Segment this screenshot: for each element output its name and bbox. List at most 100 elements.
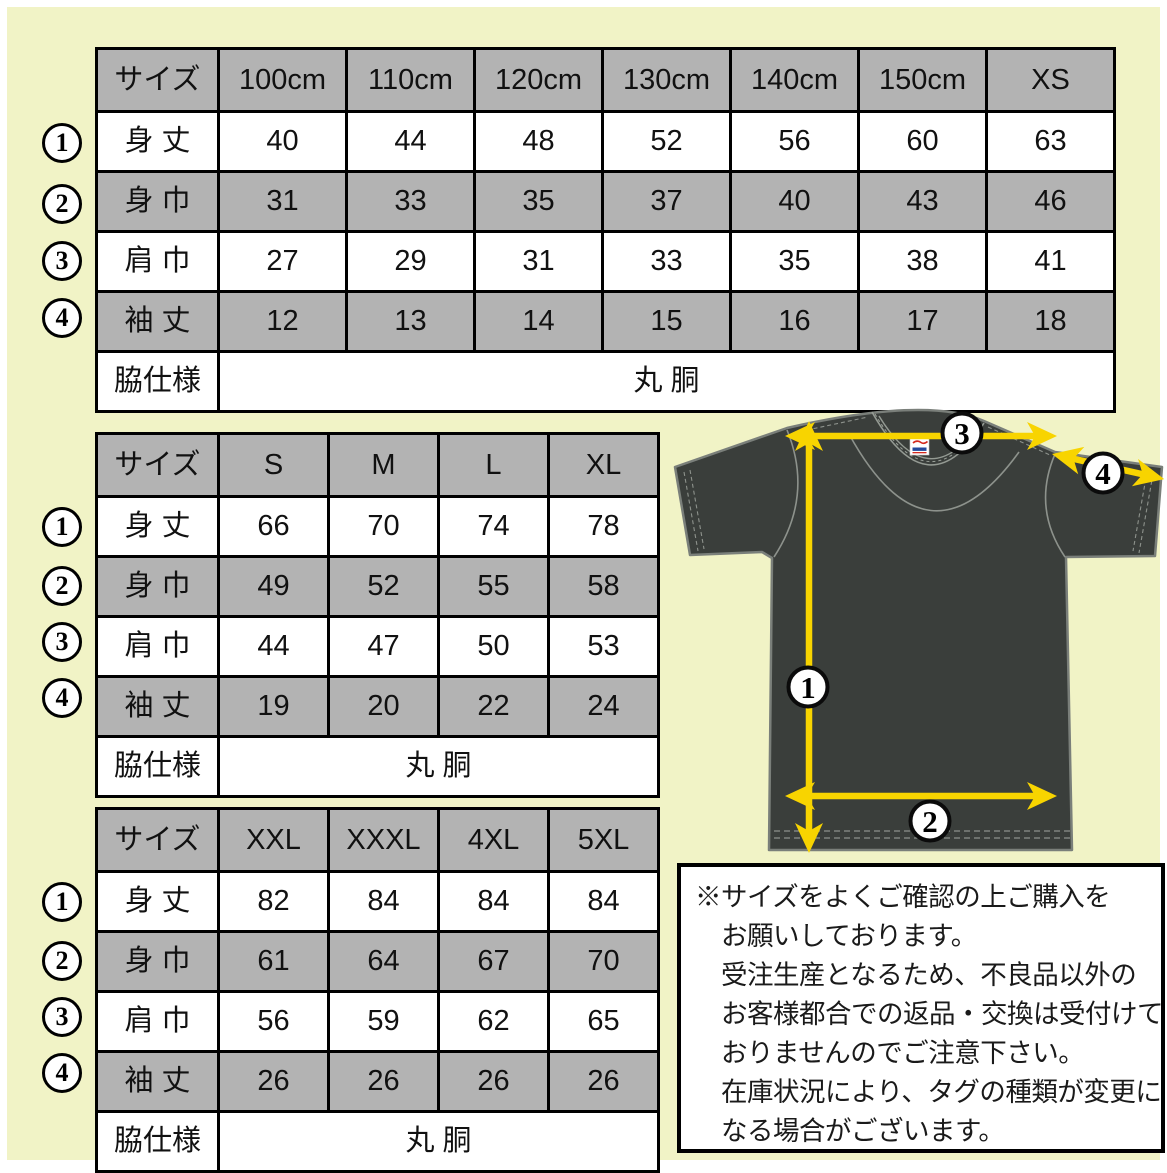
table-row-身巾: 身 巾 49 52 55 58 xyxy=(95,555,660,618)
row-marker-circle-1: 1 xyxy=(42,123,82,163)
measurement-value: 62 xyxy=(437,990,550,1053)
measurement-value: 70 xyxy=(547,930,660,993)
measurement-value: 31 xyxy=(473,230,604,293)
measurement-value: 61 xyxy=(217,930,330,993)
row-label: 袖 丈 xyxy=(95,1050,220,1113)
footer-value: 丸 胴 xyxy=(217,350,1116,413)
diagram-label-2: 2 xyxy=(908,799,952,843)
measurement-value: 35 xyxy=(473,170,604,233)
measurement-value: 12 xyxy=(217,290,348,353)
measurement-value: 13 xyxy=(345,290,476,353)
measurement-value: 22 xyxy=(437,675,550,738)
size-table-s-xl: サイズ S M L XL 身 丈 66 70 74 78 身 巾 49 52 55 58 肩 巾 44 47 50 5… xyxy=(95,432,660,798)
row-marker-circle-3: 3 xyxy=(42,997,82,1037)
table-row-身丈: 身 丈 66 70 74 78 xyxy=(95,495,660,558)
row-marker-circle-1: 1 xyxy=(42,881,82,922)
row-label: 身 巾 xyxy=(95,170,220,233)
measurement-value: 84 xyxy=(547,870,660,933)
row-marker-circle-2: 2 xyxy=(42,566,82,606)
size-table-xxl-5xl: サイズ XXL XXXL 4XL 5XL 身 丈 82 84 84 84 身 巾 61 64 67 70 肩 … xyxy=(95,807,660,1173)
measurement-value: 14 xyxy=(473,290,604,353)
table-row-袖丈: 袖 丈 26 26 26 26 xyxy=(95,1050,660,1113)
measurement-value: 64 xyxy=(327,930,440,993)
measurement-value: 67 xyxy=(437,930,550,993)
column-header-L: L xyxy=(437,432,550,498)
row-label: 袖 丈 xyxy=(95,290,220,353)
measurement-value: 43 xyxy=(857,170,988,233)
row-label: 身 丈 xyxy=(95,110,220,173)
table-row-身丈: 身 丈 82 84 84 84 xyxy=(95,870,660,933)
diagram-label-1: 1 xyxy=(786,665,830,709)
measurement-value: 33 xyxy=(345,170,476,233)
row-label: 肩 巾 xyxy=(95,615,220,678)
svg-text:4: 4 xyxy=(1095,456,1111,491)
measurement-value: 18 xyxy=(985,290,1116,353)
measurement-value: 38 xyxy=(857,230,988,293)
table-row-身丈: 身 丈 40 44 48 52 56 60 63 xyxy=(95,110,1116,173)
column-header-100cm: 100cm xyxy=(217,47,348,113)
row-label: 身 丈 xyxy=(95,495,220,558)
measurement-value: 27 xyxy=(217,230,348,293)
note-line-6: 在庫状況により、タグの種類が変更に xyxy=(721,1077,1162,1107)
row-marker-circle-4: 4 xyxy=(42,297,82,338)
measurement-value: 31 xyxy=(217,170,348,233)
measurement-value: 26 xyxy=(437,1050,550,1113)
note-line-4: お客様都合での返品・交換は受付けて xyxy=(721,999,1164,1029)
page-background: サイズ 100cm 110cm 120cm 130cm 140cm 150cm XS 身 丈 40… xyxy=(7,7,1165,1173)
table-row-wakishiyo: 脇仕様丸 胴 xyxy=(95,735,660,798)
measurement-value: 26 xyxy=(217,1050,330,1113)
svg-text:3: 3 xyxy=(954,416,970,451)
table-row-肩巾: 肩 巾 56 59 62 65 xyxy=(95,990,660,1053)
purchase-notes-box: ※サイズをよくご確認の上ご購入をお願いしております。受注生産となるため、不良品以… xyxy=(677,863,1165,1153)
measurement-value: 55 xyxy=(437,555,550,618)
row-label: 身 巾 xyxy=(95,930,220,993)
measurement-value: 84 xyxy=(327,870,440,933)
footer-value: 丸 胴 xyxy=(217,1110,660,1173)
measurement-value: 44 xyxy=(217,615,330,678)
column-header-M: M xyxy=(327,432,440,498)
column-header-5XL: 5XL xyxy=(547,807,660,873)
measurement-value: 82 xyxy=(217,870,330,933)
note-line-3: 受注生産となるため、不良品以外の xyxy=(721,960,1137,990)
column-header-110cm: 110cm xyxy=(345,47,476,113)
column-header-150cm: 150cm xyxy=(857,47,988,113)
note-line-7: なる場合がございます。 xyxy=(721,1116,1005,1146)
footer-value: 丸 胴 xyxy=(217,735,660,798)
measurement-value: 50 xyxy=(437,615,550,678)
footer-label: 脇仕様 xyxy=(95,735,220,798)
note-line-1: ※サイズをよくご確認の上ご購入を xyxy=(695,882,1111,912)
measurement-value: 46 xyxy=(985,170,1116,233)
measurement-value: 40 xyxy=(729,170,860,233)
measurement-value: 84 xyxy=(437,870,550,933)
body-length-arrow xyxy=(795,421,823,853)
collar-brand-tag-icon xyxy=(909,437,930,456)
measurement-value: 29 xyxy=(345,230,476,293)
measurement-value: 26 xyxy=(327,1050,440,1113)
measurement-value: 53 xyxy=(547,615,660,678)
row-label: 身 丈 xyxy=(95,870,220,933)
row-label: 袖 丈 xyxy=(95,675,220,738)
footer-label: 脇仕様 xyxy=(95,350,220,413)
size-table-kids-xs: サイズ 100cm 110cm 120cm 130cm 140cm 150cm XS 身 丈 40… xyxy=(95,47,1116,413)
row-marker-circle-4: 4 xyxy=(42,1053,82,1093)
note-line-2: お願いしております。 xyxy=(721,921,977,951)
row-marker-circle-4: 4 xyxy=(42,678,82,718)
tshirt-svg: 1 2 3 4 xyxy=(673,408,1165,853)
column-header-XXXL: XXXL xyxy=(327,807,440,873)
column-header-XXL: XXL xyxy=(217,807,330,873)
measurement-value: 24 xyxy=(547,675,660,738)
footer-label: 脇仕様 xyxy=(95,1110,220,1173)
diagram-label-4: 4 xyxy=(1081,451,1125,495)
row-label: 肩 巾 xyxy=(95,990,220,1053)
size-table-kids-xs: サイズ 100cm 110cm 120cm 130cm 140cm 150cm XS 身 丈 40… xyxy=(95,47,1116,413)
measurement-value: 60 xyxy=(857,110,988,173)
row-label: 身 巾 xyxy=(95,555,220,618)
row-marker-circle-1: 1 xyxy=(42,506,82,547)
measurement-value: 33 xyxy=(601,230,732,293)
row-marker-circle-2: 2 xyxy=(42,183,82,224)
measurement-value: 65 xyxy=(547,990,660,1053)
measurement-value: 59 xyxy=(327,990,440,1053)
note-line-5: おりませんのでご注意下さい。 xyxy=(721,1038,1085,1068)
measurement-value: 70 xyxy=(327,495,440,558)
